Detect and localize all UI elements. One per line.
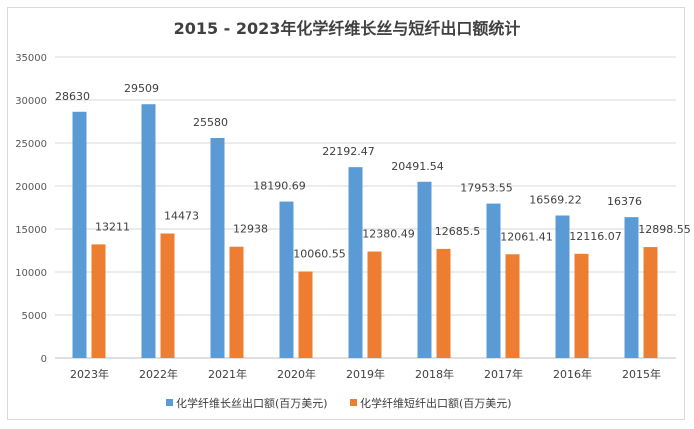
y-tick-label: 20000 <box>15 182 47 193</box>
data-label: 12898.55 <box>638 223 691 236</box>
bar-filament <box>555 215 570 358</box>
data-label: 12380.49 <box>362 228 415 241</box>
bar-staple <box>160 233 175 358</box>
x-tick-label: 2017年 <box>484 367 523 381</box>
legend-swatch <box>350 399 357 406</box>
data-label: 12061.41 <box>500 230 553 243</box>
bar-staple <box>91 244 106 358</box>
bar-staple <box>367 251 382 358</box>
bar-filament <box>486 203 501 358</box>
x-tick-label: 2022年 <box>139 367 178 381</box>
y-tick-label: 10000 <box>15 268 47 279</box>
chart-frame <box>7 7 685 420</box>
data-label: 28630 <box>55 90 90 103</box>
y-tick-label: 15000 <box>15 225 47 236</box>
data-label: 12116.07 <box>569 230 622 243</box>
data-label: 13211 <box>95 220 130 233</box>
bar-filament <box>72 111 87 358</box>
bar-staple <box>229 246 244 358</box>
data-label: 25580 <box>193 116 228 129</box>
y-tick-label: 25000 <box>15 139 47 150</box>
x-tick-label: 2020年 <box>277 367 316 381</box>
y-tick-label: 5000 <box>22 311 47 322</box>
y-tick-label: 30000 <box>15 96 47 107</box>
x-tick-label: 2021年 <box>208 367 247 381</box>
data-label: 22192.47 <box>322 145 375 158</box>
bar-staple <box>574 253 589 358</box>
bar-staple <box>643 247 658 358</box>
data-label: 16376 <box>607 195 642 208</box>
data-label: 12938 <box>233 223 268 236</box>
bar-staple <box>505 254 520 358</box>
bar-filament <box>141 104 156 359</box>
x-tick-label: 2019年 <box>346 367 385 381</box>
data-label: 10060.55 <box>293 247 346 260</box>
bar-staple <box>298 271 313 358</box>
bar-filament <box>348 167 363 358</box>
bar-filament <box>279 201 294 358</box>
bar-filament <box>417 181 432 358</box>
legend-swatch <box>166 399 173 406</box>
legend-label: 化学纤维短纤出口额(百万美元) <box>360 396 512 410</box>
data-label: 18190.69 <box>253 180 306 193</box>
bar-filament <box>624 217 639 358</box>
data-label: 17953.55 <box>460 182 513 195</box>
chart-title: 2015 - 2023年化学纤维长丝与短纤出口额统计 <box>174 19 521 38</box>
y-tick-label: 35000 <box>15 53 47 64</box>
bar-staple <box>436 248 451 358</box>
data-label: 29509 <box>124 82 159 95</box>
legend-label: 化学纤维长丝出口额(百万美元) <box>176 396 328 410</box>
x-tick-label: 2023年 <box>70 367 109 381</box>
y-tick-label: 0 <box>41 354 47 365</box>
bar-filament <box>210 138 225 358</box>
x-tick-label: 2018年 <box>415 367 454 381</box>
x-tick-label: 2016年 <box>553 367 592 381</box>
data-label: 12685.5 <box>435 225 481 238</box>
x-tick-label: 2015年 <box>622 367 661 381</box>
data-label: 20491.54 <box>391 160 444 173</box>
data-label: 16569.22 <box>529 194 582 207</box>
data-label: 14473 <box>164 210 199 223</box>
